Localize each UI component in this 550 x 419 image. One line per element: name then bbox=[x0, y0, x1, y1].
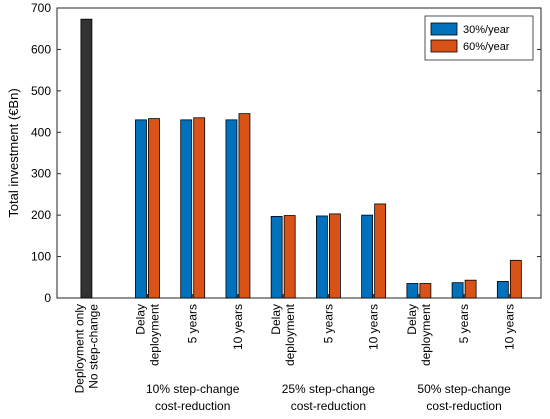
x-tick-label: 5 years bbox=[457, 304, 471, 343]
bar-s1 bbox=[316, 215, 328, 299]
legend: 30%/year 60%/year bbox=[424, 15, 534, 61]
bar-s2 bbox=[419, 283, 432, 299]
x-tick-label: 5 years bbox=[321, 304, 335, 343]
group-label: 25% step-change bbox=[282, 382, 376, 396]
legend-label: 60%/year bbox=[463, 41, 510, 53]
y-tick-label: 200 bbox=[31, 208, 51, 222]
group-label: cost-reduction bbox=[155, 399, 230, 413]
x-tick-label: Deployment only bbox=[72, 304, 86, 393]
y-tick-label: 400 bbox=[31, 125, 51, 139]
y-tick-label: 600 bbox=[31, 42, 51, 56]
legend-label: 30%/year bbox=[463, 24, 510, 36]
y-tick-label: 0 bbox=[44, 291, 51, 305]
group-label: 10% step-change bbox=[146, 382, 240, 396]
x-tick-label: Delay bbox=[405, 304, 419, 335]
bar-s1 bbox=[135, 119, 147, 299]
bars bbox=[80, 18, 522, 299]
group-labels: 10% step-change cost-reduction 25% step-ch… bbox=[146, 382, 511, 413]
bar-s2 bbox=[374, 203, 387, 299]
bar-s2 bbox=[238, 113, 251, 299]
y-axis-label: Total investment (€Bn) bbox=[6, 88, 21, 217]
group-label: cost-reduction bbox=[291, 399, 366, 413]
bar-s2 bbox=[283, 215, 296, 299]
y-tick-label: 300 bbox=[31, 167, 51, 181]
x-tick-label: No step-change bbox=[86, 304, 100, 389]
bar-s2 bbox=[193, 117, 206, 299]
bar-s2 bbox=[464, 279, 477, 299]
x-axis: Deployment only No step-change Delay deploy… bbox=[72, 294, 516, 393]
x-tick-label: deployment bbox=[283, 303, 297, 366]
y-tick-label: 100 bbox=[31, 250, 51, 264]
plot-border bbox=[56, 7, 542, 299]
bar-s1 bbox=[451, 282, 464, 299]
bar-s2 bbox=[509, 259, 522, 299]
bar-s1 bbox=[270, 215, 283, 299]
x-tick-label: 10 years bbox=[502, 304, 516, 350]
legend-swatch bbox=[430, 22, 458, 36]
x-tick-label: Delay bbox=[133, 304, 147, 335]
bar-s1 bbox=[496, 281, 509, 299]
x-tick-label: 5 years bbox=[186, 304, 200, 343]
group-label: cost-reduction bbox=[426, 399, 501, 413]
x-tick-label: deployment bbox=[419, 303, 433, 366]
bar-s1 bbox=[406, 283, 419, 299]
x-tick-label: deployment bbox=[147, 303, 161, 366]
bar-s2 bbox=[148, 118, 160, 299]
plot-frame bbox=[56, 7, 542, 299]
bar-s1 bbox=[225, 119, 238, 299]
y-tick-label: 700 bbox=[31, 1, 51, 15]
x-tick-label: 10 years bbox=[231, 304, 245, 350]
x-tick-label: 10 years bbox=[367, 304, 381, 350]
y-tick-label: 500 bbox=[31, 84, 51, 98]
bar-s2 bbox=[329, 213, 341, 299]
y-axis: 0 100 200 300 400 500 600 700 bbox=[31, 1, 541, 305]
bar-baseline bbox=[80, 18, 93, 299]
x-tick-label: Delay bbox=[269, 304, 283, 335]
group-label: 50% step-change bbox=[417, 382, 511, 396]
bar-s1 bbox=[180, 119, 193, 299]
bar-s1 bbox=[361, 214, 374, 299]
legend-swatch bbox=[430, 39, 458, 53]
